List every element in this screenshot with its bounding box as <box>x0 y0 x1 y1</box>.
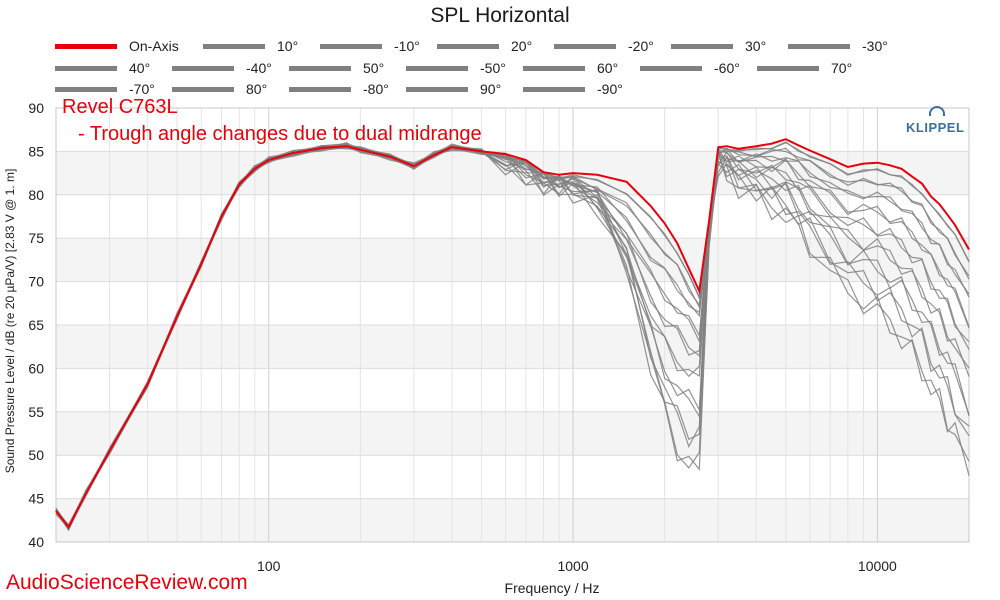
legend-swatch <box>523 86 585 92</box>
legend-label: -20° <box>628 38 654 54</box>
plot-band <box>56 411 969 456</box>
legend-item: 90° <box>406 81 501 97</box>
legend-swatch <box>289 65 351 71</box>
annotation-note: - Trough angle changes due to dual midra… <box>78 123 482 145</box>
legend-swatch <box>55 86 117 92</box>
series-line-on-axis <box>55 138 970 530</box>
legend-item: -90° <box>523 81 623 97</box>
legend-swatch <box>55 43 117 49</box>
legend-item: -70° <box>55 81 155 97</box>
legend-label: -90° <box>597 81 623 97</box>
legend-label: 10° <box>277 38 299 54</box>
legend-swatch <box>406 65 468 71</box>
legend-item: -10° <box>320 38 420 54</box>
legend-swatch <box>640 65 702 71</box>
legend-label: -80° <box>363 81 389 97</box>
plot-band <box>56 455 969 499</box>
legend-item: -20° <box>554 38 654 54</box>
legend-label: -70° <box>129 81 155 97</box>
legend-swatch <box>289 86 351 92</box>
y-tick-label: 60 <box>28 360 44 376</box>
legend-swatch <box>437 43 499 49</box>
plot-band <box>56 108 969 152</box>
plot-band <box>56 194 969 239</box>
y-tick-label: 50 <box>28 447 44 463</box>
y-tick-label: 65 <box>28 317 44 333</box>
y-tick-label: 85 <box>28 143 44 159</box>
legend-label: 90° <box>480 81 502 97</box>
legend-label: 50° <box>363 60 385 76</box>
legend-swatch <box>523 65 585 71</box>
legend-label: -30° <box>862 38 888 54</box>
legend-item: 80° <box>172 81 267 97</box>
legend-item: 20° <box>437 38 532 54</box>
plot-band <box>56 325 969 369</box>
x-axis-label: Frequency / Hz <box>504 580 600 596</box>
legend-item: 60° <box>523 60 618 76</box>
legend-item: 50° <box>289 60 384 76</box>
legend-label: -10° <box>394 38 420 54</box>
y-tick-label: 75 <box>28 230 44 246</box>
legend-item: -80° <box>289 81 389 97</box>
y-tick-label: 70 <box>28 274 44 290</box>
legend-item: On-Axis <box>55 38 179 54</box>
legend-label: 60° <box>597 60 619 76</box>
y-tick-label: 55 <box>28 404 44 420</box>
legend-swatch <box>671 43 733 49</box>
legend-label: 80° <box>246 81 268 97</box>
legend-item: -50° <box>406 60 506 76</box>
y-tick-label: 90 <box>28 100 44 116</box>
legend-swatch <box>320 43 382 49</box>
legend-item: -30° <box>788 38 888 54</box>
plot-band <box>56 368 969 412</box>
annotation-model: Revel C763L <box>62 96 178 118</box>
klippel-logo-icon <box>929 106 945 116</box>
series-line-90° <box>55 142 970 529</box>
legend-label: 20° <box>511 38 533 54</box>
x-tick-label: 1000 <box>557 558 588 574</box>
legend-swatch <box>406 86 468 92</box>
chart-title: SPL Horizontal <box>430 4 570 27</box>
x-tick-label: 10000 <box>858 558 897 574</box>
legend-item: 40° <box>55 60 150 76</box>
legend-item: -40° <box>172 60 272 76</box>
legend-swatch <box>554 43 616 49</box>
legend-label: -40° <box>246 60 272 76</box>
y-axis-label: Sound Pressure Level / dB (re 20 µPa/V) … <box>3 168 17 474</box>
legend-item: -60° <box>640 60 740 76</box>
legend-label: 40° <box>129 60 151 76</box>
plot-band <box>56 281 969 325</box>
legend-item: 30° <box>671 38 766 54</box>
y-tick-label: 80 <box>28 187 44 203</box>
plot-band <box>56 498 969 542</box>
klippel-logo: KLIPPEL <box>906 120 965 135</box>
legend-swatch <box>788 43 850 49</box>
legend-label: On-Axis <box>129 38 179 54</box>
legend-item: 10° <box>203 38 298 54</box>
legend-label: -60° <box>714 60 740 76</box>
legend-item: 70° <box>757 60 852 76</box>
legend-swatch <box>172 65 234 71</box>
series-line--90° <box>55 143 970 526</box>
legend-label: 30° <box>745 38 767 54</box>
y-tick-label: 45 <box>28 491 44 507</box>
x-tick-label: 100 <box>257 558 281 574</box>
legend-swatch <box>55 65 117 71</box>
legend-swatch <box>172 86 234 92</box>
watermark: AudioScienceReview.com <box>6 571 248 594</box>
legend-label: -50° <box>480 60 506 76</box>
legend-swatch <box>203 43 265 49</box>
legend-label: 70° <box>831 60 853 76</box>
legend: On-Axis 10° -10° 20° -20° 30° -30° 40° -40° 50° -5… <box>0 0 1000 100</box>
y-tick-label: 40 <box>28 534 44 550</box>
legend-swatch <box>757 65 819 71</box>
